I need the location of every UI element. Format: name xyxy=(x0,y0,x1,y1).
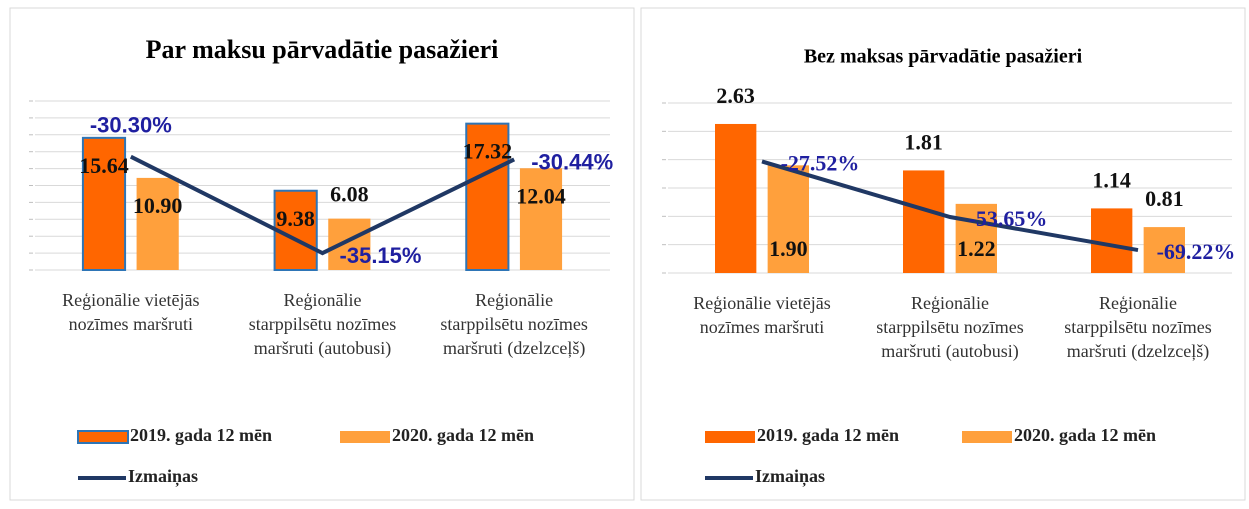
data-label: 10.90 xyxy=(133,193,183,218)
data-label: -30.30% xyxy=(90,112,172,137)
x-tick-label: Reģionālie vietējās nozīmes maršruti xyxy=(62,290,199,334)
bar xyxy=(465,122,510,272)
x-tick-label: Reģionālie starppilsētu nozīmes maršruti (… xyxy=(440,290,587,359)
legend-swatch xyxy=(340,431,390,443)
data-label: 1.22 xyxy=(957,236,996,261)
x-tick-label: Reģionālie starppilsētu nozīmes maršruti (… xyxy=(249,290,396,359)
data-label: 1.81 xyxy=(904,129,943,154)
data-label: 12.04 xyxy=(516,183,566,208)
chart-title: Bez maksas pārvadātie pasažieri xyxy=(804,46,1083,68)
data-label: -35.15% xyxy=(340,243,422,268)
bar xyxy=(903,170,945,273)
bar xyxy=(1143,227,1185,273)
data-label: 9.38 xyxy=(276,206,315,231)
data-label: 6.08 xyxy=(330,182,369,207)
legend-label: 2019. gada 12 mēn xyxy=(130,425,272,445)
legend-label: 2020. gada 12 mēn xyxy=(1014,425,1156,445)
legend-label: 2019. gada 12 mēn xyxy=(757,425,899,445)
data-label: 1.14 xyxy=(1092,167,1131,192)
bar xyxy=(81,136,127,271)
line xyxy=(129,154,516,256)
line xyxy=(761,159,1139,253)
data-label: 1.90 xyxy=(769,236,808,261)
bar xyxy=(1091,208,1133,273)
bar xyxy=(273,189,318,271)
bar xyxy=(767,165,809,273)
bar xyxy=(519,168,563,270)
legend-swatch xyxy=(962,431,1012,443)
bar xyxy=(715,123,757,273)
legend-label: Izmaiņas xyxy=(755,466,825,487)
bar xyxy=(955,203,997,273)
x-tick-label: Reģionālie starppilsētu nozīmes maršruti (… xyxy=(1064,293,1211,362)
bar xyxy=(136,177,179,270)
data-label: -53.65% xyxy=(969,206,1048,231)
legend-swatch xyxy=(705,431,755,443)
data-label: 17.32 xyxy=(463,139,513,164)
data-label: 15.64 xyxy=(79,153,129,178)
data-label: -27.52% xyxy=(781,151,860,176)
chart-title: Par maksu pārvadātie pasažieri xyxy=(146,35,499,64)
x-tick-label: Reģionālie starppilsētu nozīmes maršruti (… xyxy=(876,293,1023,362)
data-label: 0.81 xyxy=(1145,186,1184,211)
data-label: -30.44% xyxy=(531,149,613,174)
legend-label: Izmaiņas xyxy=(128,466,198,487)
bar xyxy=(328,218,371,270)
x-tick-label: Reģionālie vietējās nozīmes maršruti xyxy=(693,293,830,337)
data-label: -69.22% xyxy=(1157,239,1236,264)
legend-label: 2020. gada 12 mēn xyxy=(392,425,534,445)
data-label: 2.63 xyxy=(716,83,755,108)
legend-swatch xyxy=(77,430,129,444)
